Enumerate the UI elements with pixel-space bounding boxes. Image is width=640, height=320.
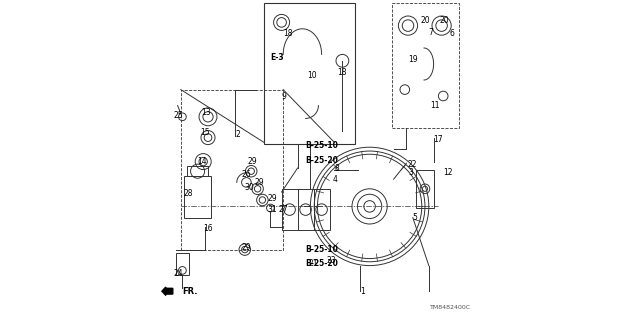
Text: 11: 11 — [430, 101, 440, 110]
Text: 20: 20 — [440, 16, 450, 25]
Text: B-25-20: B-25-20 — [306, 156, 339, 164]
Bar — [176, 253, 189, 275]
FancyArrow shape — [162, 287, 173, 295]
Bar — [264, 3, 355, 144]
Text: 28: 28 — [184, 189, 193, 198]
Text: 29: 29 — [254, 178, 264, 187]
Text: 12: 12 — [443, 168, 452, 177]
Text: B-25-10: B-25-10 — [306, 141, 339, 150]
Bar — [184, 176, 211, 218]
Text: 8: 8 — [334, 164, 339, 172]
Text: 18: 18 — [338, 68, 347, 76]
Bar — [392, 3, 460, 128]
Text: 4: 4 — [333, 175, 338, 184]
Text: 2: 2 — [236, 130, 240, 139]
Bar — [282, 189, 330, 230]
Text: 29: 29 — [248, 157, 258, 166]
Text: 1: 1 — [360, 287, 365, 296]
Text: 30: 30 — [245, 183, 255, 192]
Text: 24: 24 — [173, 269, 183, 278]
Text: 26: 26 — [242, 170, 252, 179]
Text: 22: 22 — [408, 160, 417, 169]
Text: 19: 19 — [408, 55, 418, 64]
Text: 29: 29 — [242, 244, 252, 252]
Text: 10: 10 — [307, 71, 317, 80]
Text: 7: 7 — [429, 28, 434, 36]
Text: 31: 31 — [268, 205, 277, 214]
Text: 27: 27 — [278, 205, 288, 214]
Text: 18: 18 — [283, 29, 292, 38]
Text: 21: 21 — [309, 260, 318, 268]
Text: 15: 15 — [200, 128, 210, 137]
Text: 14: 14 — [197, 157, 207, 166]
Text: 9: 9 — [282, 92, 287, 100]
Bar — [187, 166, 208, 176]
Text: 13: 13 — [202, 108, 211, 116]
Text: 16: 16 — [204, 224, 213, 233]
Text: 20: 20 — [421, 16, 431, 25]
Text: 3: 3 — [408, 168, 413, 177]
Text: 25: 25 — [173, 111, 183, 120]
Text: 23: 23 — [326, 256, 336, 265]
Text: B-25-20: B-25-20 — [306, 260, 339, 268]
Text: 29: 29 — [268, 194, 277, 203]
Text: 17: 17 — [434, 135, 444, 144]
Text: 6: 6 — [450, 29, 454, 38]
Text: TM8482400C: TM8482400C — [430, 305, 472, 310]
Bar — [181, 90, 284, 250]
Bar — [416, 170, 434, 208]
Text: 5: 5 — [413, 213, 418, 222]
Text: E-3: E-3 — [270, 53, 284, 62]
Text: B-25-10: B-25-10 — [306, 245, 339, 254]
Text: FR.: FR. — [182, 287, 197, 296]
